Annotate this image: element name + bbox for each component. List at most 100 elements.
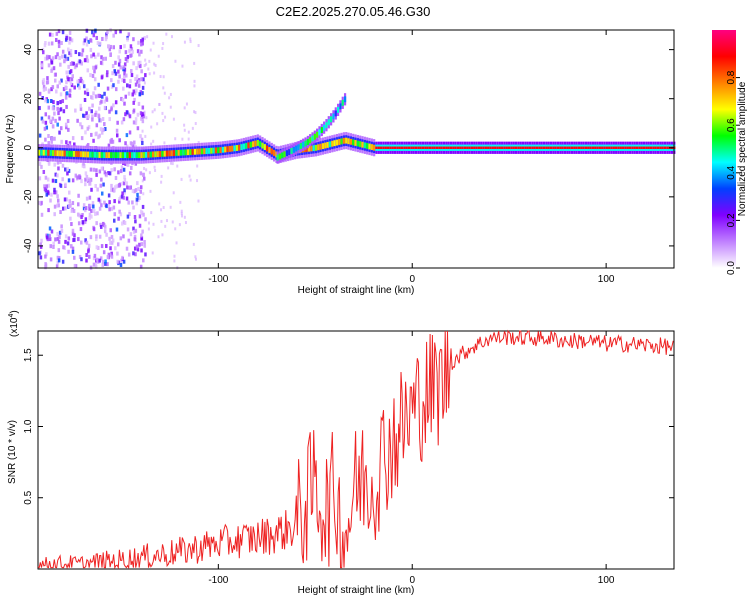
- spectrogram-cell: [259, 141, 262, 148]
- spectrogram-cell: [111, 71, 114, 76]
- spectrogram-cell: [39, 242, 42, 247]
- spectrogram-cell: [461, 146, 464, 149]
- spectrogram-cell: [53, 204, 57, 209]
- spectrogram-cell: [112, 103, 115, 108]
- spectrogram-cell: [66, 119, 70, 124]
- spectrogram-cell: [42, 78, 46, 83]
- spectrogram-cell: [130, 141, 134, 146]
- spectrogram-cell: [610, 146, 613, 149]
- spectrogram-cell: [47, 88, 51, 93]
- spectrogram-cell: [170, 150, 173, 157]
- spectrogram-cell: [624, 146, 627, 149]
- spectrogram-cell: [67, 35, 70, 40]
- spectrogram-cell: [130, 73, 134, 78]
- spectrogram-cell: [63, 54, 67, 59]
- spectrogram-cell: [64, 85, 67, 90]
- spectrogram-cell: [56, 231, 59, 236]
- spectrogram-cell: [141, 112, 145, 117]
- spectrogram-cell: [48, 32, 52, 37]
- x-tick-label: 100: [598, 274, 615, 285]
- spectrogram-cell: [276, 154, 279, 161]
- spectrogram-cell: [147, 151, 150, 158]
- spectrogram-cell: [612, 146, 615, 149]
- spectrogram-cell: [86, 88, 89, 93]
- spectrogram-cell: [454, 146, 457, 149]
- spectrogram-cell: [108, 171, 112, 176]
- spectrogram-cell: [55, 145, 58, 150]
- spectrogram-cell: [90, 158, 93, 163]
- spectrogram-cell: [151, 110, 154, 114]
- spectrogram-cell: [99, 60, 103, 65]
- spectrogram-cell: [122, 86, 125, 91]
- spectrogram-cell: [67, 77, 70, 82]
- spectrogram-cell: [133, 97, 136, 102]
- spectrogram-cell: [321, 143, 325, 150]
- spectrogram-cell: [298, 146, 301, 153]
- spectrogram-cell: [123, 71, 126, 76]
- spectrogram-cell: [325, 122, 328, 129]
- spectrogram-cell: [92, 227, 96, 232]
- spectrogram-cell: [67, 249, 70, 254]
- spectrogram-cell: [122, 65, 125, 70]
- spectrogram-cell: [311, 135, 314, 142]
- spectrogram-cell: [181, 137, 184, 141]
- spectrogram-cell: [139, 185, 143, 190]
- spectrogram-cell: [591, 146, 594, 149]
- spectrogram-cell: [134, 117, 138, 122]
- spectrogram-cell: [99, 127, 103, 132]
- spectrogram-cell: [559, 146, 562, 149]
- spectrogram-cell: [519, 146, 522, 149]
- spectrogram-cell: [110, 251, 113, 256]
- spectrogram-cell: [118, 58, 122, 63]
- spectrogram-cell: [60, 40, 63, 45]
- spectrogram-cell: [56, 198, 60, 203]
- spectrogram-cell: [76, 79, 79, 84]
- spectrogram-cell: [116, 120, 119, 125]
- spectrogram-cell: [94, 28, 97, 33]
- spectrogram-cell: [524, 146, 527, 149]
- spectrogram-cell: [88, 178, 92, 183]
- spectrogram-cell: [113, 185, 117, 190]
- spectrogram-cell: [480, 146, 483, 149]
- spectrogram-cell: [68, 51, 71, 56]
- colorbar-label: Normalized spectral amplitude: [737, 81, 748, 216]
- spectrogram-cell: [93, 69, 96, 74]
- spectrogram-cell: [76, 83, 80, 88]
- spectrogram-cell: [554, 146, 557, 149]
- spectrogram-cell: [51, 85, 55, 90]
- spectrogram-cell: [60, 126, 63, 131]
- spectrogram-cell: [87, 39, 90, 44]
- spectrogram-cell: [83, 164, 86, 169]
- spectrogram-cell: [147, 67, 150, 71]
- spectrogram-cell: [85, 28, 89, 33]
- colorbar-ticks: 0.0 0.2 0.4 0.6 0.8: [726, 70, 740, 275]
- spectrogram-cell: [98, 206, 102, 211]
- spectrogram-cell: [138, 52, 141, 57]
- spectrogram-cell: [508, 146, 511, 149]
- spectrogram-cell: [54, 190, 58, 195]
- spectrogram-cell: [142, 172, 145, 177]
- spectrogram-cell: [162, 119, 165, 123]
- spectrogram-cell: [316, 131, 319, 138]
- colorbar-tick-label: 0.6: [726, 118, 737, 132]
- spectrogram-cell: [73, 65, 77, 70]
- spectrogram-cell: [114, 100, 118, 105]
- y-tick-label: -40: [23, 238, 34, 253]
- spectrogram-cell: [96, 245, 100, 250]
- spectrogram-cell: [191, 126, 194, 130]
- spectrogram-cell: [139, 64, 142, 69]
- spectrogram-cell: [617, 146, 620, 149]
- spectrogram-cell: [173, 254, 176, 258]
- spectrogram-cell: [54, 118, 57, 123]
- spectrogram-cell: [468, 146, 471, 149]
- spectrogram-cell: [100, 244, 104, 249]
- spectrogram-cell: [489, 146, 492, 149]
- spectrogram-cell: [171, 220, 174, 224]
- spectrogram-cell: [512, 146, 515, 149]
- spectrogram-cell: [577, 146, 581, 149]
- spectrogram-cell: [80, 240, 83, 245]
- spectrogram-cell: [174, 227, 177, 231]
- spectrogram-cell: [183, 123, 186, 127]
- spectrogram-cell: [44, 254, 47, 259]
- spectrogram-cell: [89, 73, 92, 78]
